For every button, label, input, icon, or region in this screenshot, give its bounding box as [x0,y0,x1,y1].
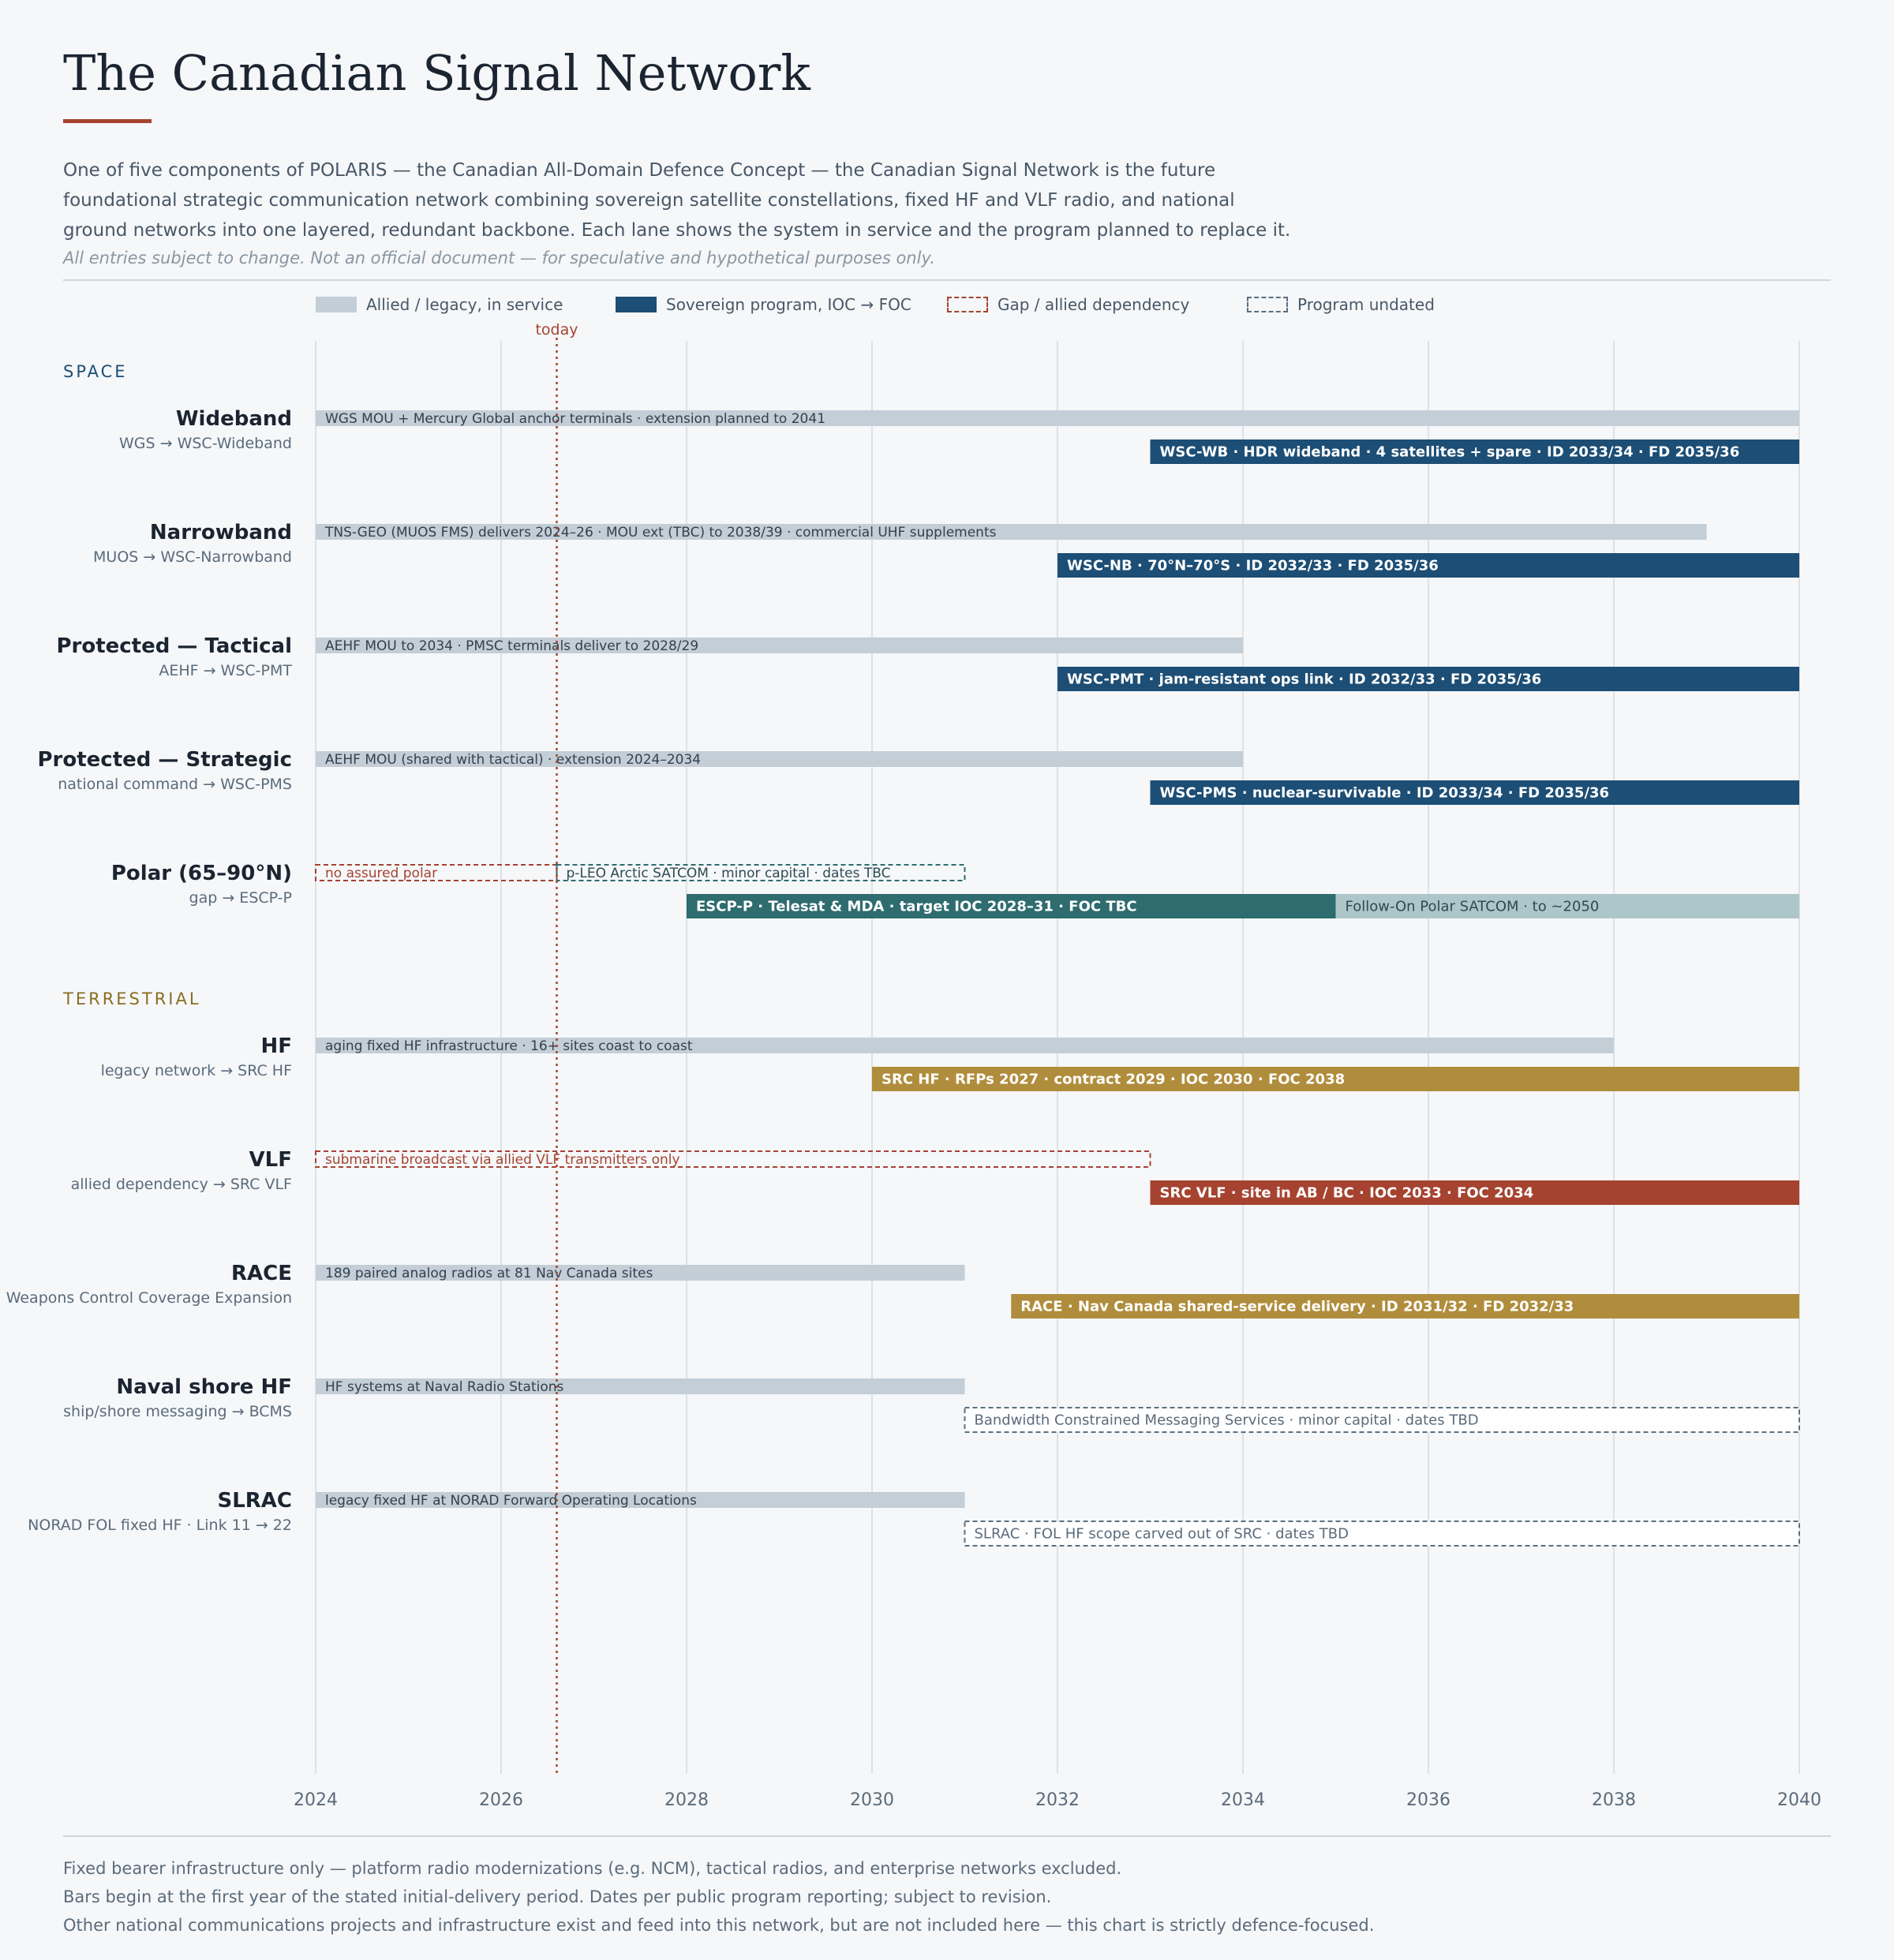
title-accent-rule [63,119,152,123]
lane-title: Protected — Strategic [37,748,292,772]
lane-subtitle: Weapons Control Coverage Expansion [6,1289,292,1307]
x-tick-label: 2026 [479,1790,523,1810]
legend-swatch-program [616,297,657,312]
footer-notes: Fixed bearer infrastructure only — platf… [63,1854,1374,1939]
timeline-bar [964,1407,1800,1433]
timeline-chart: 2024 2026 2028 2030 2032 2034 2036 2038 2040 SPAC… [6,321,1821,1810]
bar-label: SLRAC · FOL HF scope carved out of SRC ·… [975,1526,1349,1543]
footer-note: Fixed bearer infrastructure only — platf… [63,1859,1122,1878]
timeline-bar [1057,553,1799,578]
bar-label: WSC-WB · HDR wideband · 4 satellites + s… [1160,444,1740,461]
bar-label: AEHF MOU (shared with tactical) · extens… [325,752,701,768]
timeline-bar [316,1492,965,1508]
intro-paragraph: One of five components of POLARIS — the … [63,155,1373,245]
timeline-bar [315,1150,1151,1168]
x-tick-label: 2024 [294,1790,338,1810]
timeline-bar [316,1038,1614,1053]
bar-label: WGS MOU + Mercury Global anchor terminal… [325,411,825,427]
lane-subtitle: MUOS → WSC-Narrowband [93,548,292,566]
timeline-bar [1011,1294,1799,1319]
timeline-bar [1150,440,1799,464]
bar-label: 189 paired analog radios at 81 Nav Canad… [325,1266,653,1281]
timeline-bar [316,524,1707,540]
timeline-bar [1057,667,1799,691]
bar-label: WSC-PMS · nuclear-survivable · ID 2033/3… [1160,785,1610,802]
bar-label: WSC-NB · 70°N–70°S · ID 2032/33 · FD 203… [1067,558,1439,574]
lane-subtitle: legacy network → SRC HF [101,1062,292,1079]
timeline-bar [1335,894,1799,918]
bar-label: ESCP-P · Telesat & MDA · target IOC 2028… [696,899,1137,915]
bar-label: SRC HF · RFPs 2027 · contract 2029 · IOC… [881,1072,1345,1088]
lane-title: Naval shore HF [116,1375,292,1399]
x-tick-label: 2028 [664,1790,709,1810]
bar-label: Bandwidth Constrained Messaging Services… [975,1412,1479,1429]
intro-line: One of five components of POLARIS — the … [63,160,1216,181]
timeline-bar [687,894,1336,918]
timeline-bar [316,1265,965,1281]
footer-note: Other national communications projects a… [63,1916,1375,1935]
bar-label: AEHF MOU to 2034 · PMSC terminals delive… [325,638,698,654]
bar-label: submarine broadcast via allied VLF trans… [325,1152,680,1168]
bar-label: SRC VLF · site in AB / BC · IOC 2033 · F… [1160,1185,1534,1202]
lane-subtitle: allied dependency → SRC VLF [71,1176,292,1193]
timeline-bar [316,410,1799,426]
x-tick-label: 2034 [1221,1790,1265,1810]
timeline-bar [1150,1180,1799,1205]
today-label: today [535,321,578,339]
lane-subtitle: national command → WSC-PMS [58,776,292,793]
lane-title: VLF [249,1148,292,1172]
bar-label: aging fixed HF infrastructure · 16+ site… [325,1038,693,1054]
x-tick-label: 2030 [850,1790,894,1810]
x-tick-label: 2038 [1592,1790,1636,1810]
timeline-bar [872,1067,1799,1091]
header-divider [63,279,1831,281]
bar-label: p-LEO Arctic SATCOM · minor capital · da… [567,866,891,881]
lane-title: RACE [231,1262,292,1285]
footer-note: Bars begin at the first year of the stat… [63,1887,1052,1906]
bar-label: HF systems at Naval Radio Stations [325,1379,564,1395]
timeline-bar [316,1378,965,1394]
lane-subtitle: ship/shore messaging → BCMS [63,1403,292,1420]
intro-line: ground networks into one layered, redund… [63,220,1291,241]
bar-label: legacy fixed HF at NORAD Forward Operati… [325,1493,697,1509]
bar-label: TNS-GEO (MUOS FMS) delivers 2024–26 · MO… [324,525,997,540]
intro-line: foundational strategic communication net… [63,190,1235,211]
x-tick-label: 2036 [1406,1790,1450,1810]
bar-label: no assured polar [325,866,437,881]
timeline-bar [316,751,1243,767]
lane-title: Protected — Tactical [56,634,292,658]
lane-title: SLRAC [217,1489,292,1513]
timeline-bar [1150,780,1799,805]
legend-swatch-undated [1247,297,1288,312]
timeline-bar [316,638,1243,653]
lane-subtitle: NORAD FOL fixed HF · Link 11 → 22 [28,1517,292,1534]
lane-title: Polar (65–90°N) [111,862,292,885]
timeline-bar [556,864,966,881]
legend-swatch-gap [947,297,988,312]
legend-label: Gap / allied dependency [998,295,1190,314]
timeline-bar [964,1520,1800,1547]
x-tick-label: 2040 [1777,1790,1821,1810]
bar-label: Follow-On Polar SATCOM · to ~2050 [1346,899,1600,915]
lane-subtitle: WGS → WSC-Wideband [119,435,292,452]
legend-label: Sovereign program, IOC → FOC [666,295,911,314]
legend-swatch-legacy [316,297,357,312]
legend-label: Allied / legacy, in service [366,295,563,314]
lane-subtitle: gap → ESCP-P [189,889,292,907]
lane-title: HF [260,1034,292,1058]
footer-divider [63,1835,1831,1837]
section-label: SPACE [63,362,128,381]
legend-label: Program undated [1297,295,1435,314]
bar-label: WSC-PMT · jam-resistant ops link · ID 20… [1067,671,1541,688]
x-tick-label: 2032 [1035,1790,1080,1810]
lane-subtitle: AEHF → WSC-PMT [159,662,292,679]
lane-title: Wideband [176,407,292,431]
lane-title: Narrowband [150,521,292,544]
bar-label: RACE · Nav Canada shared-service deliver… [1020,1299,1574,1315]
disclaimer: All entries subject to change. Not an of… [63,249,935,267]
page-title: The Canadian Signal Network [63,44,810,102]
section-label: TERRESTRIAL [62,989,201,1008]
